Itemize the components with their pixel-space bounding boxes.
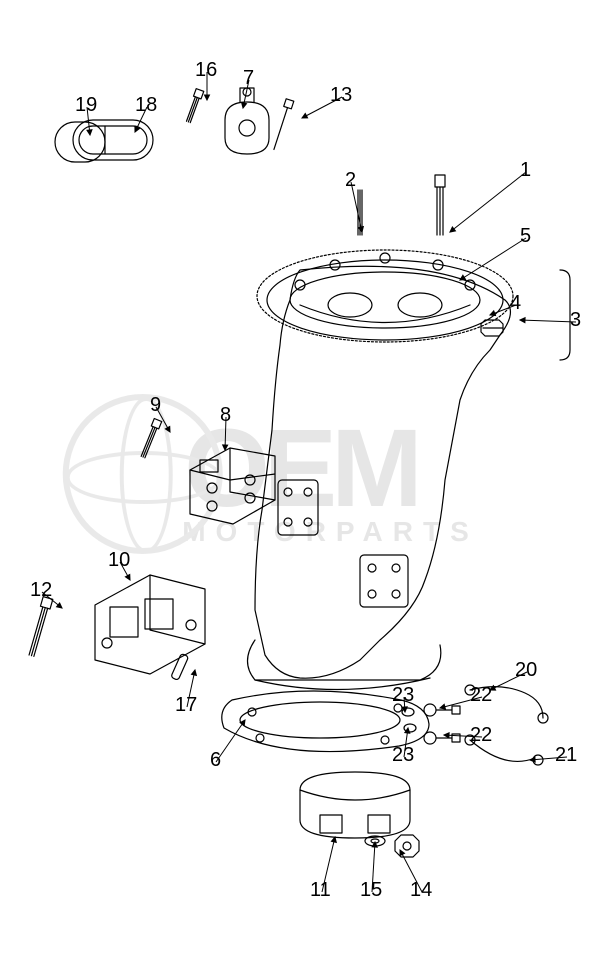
callout-ref-12: 12 [30,580,52,600]
parts-lineart [0,0,601,961]
callout-ref-18: 18 [135,95,157,115]
callout-ref-20: 20 [515,660,537,680]
callout-ref-15: 15 [360,880,382,900]
callout-ref-8: 8 [220,405,231,425]
callout-ref-11: 11 [310,880,331,900]
callout-ref-22: 22 [470,725,492,745]
callout-ref-7: 7 [243,68,254,88]
diagram-canvas: OEM MOTORPARTS [0,0,601,961]
callout-ref-21: 21 [555,745,577,765]
callout-ref-6: 6 [210,750,221,770]
callout-ref-5: 5 [520,226,531,246]
callout-ref-4: 4 [510,293,521,313]
callout-ref-9: 9 [150,395,161,415]
callout-ref-22: 22 [470,685,492,705]
callout-ref-14: 14 [410,880,432,900]
callout-ref-10: 10 [108,550,130,570]
callout-ref-23: 23 [392,745,414,765]
leader-lines [42,72,576,892]
callout-ref-1: 1 [520,160,531,180]
callout-ref-2: 2 [345,170,356,190]
callout-ref-13: 13 [330,85,352,105]
callout-ref-17: 17 [175,695,197,715]
callout-ref-3: 3 [570,310,581,330]
callout-ref-19: 19 [75,95,97,115]
callout-ref-23: 23 [392,685,414,705]
callout-ref-16: 16 [195,60,217,80]
